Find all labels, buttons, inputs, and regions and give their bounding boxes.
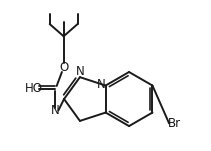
Text: Br: Br xyxy=(168,117,181,130)
Text: N: N xyxy=(51,104,59,117)
Text: O: O xyxy=(59,61,68,74)
Text: N: N xyxy=(97,78,106,91)
Text: HO: HO xyxy=(25,82,43,95)
Text: N: N xyxy=(76,65,84,78)
